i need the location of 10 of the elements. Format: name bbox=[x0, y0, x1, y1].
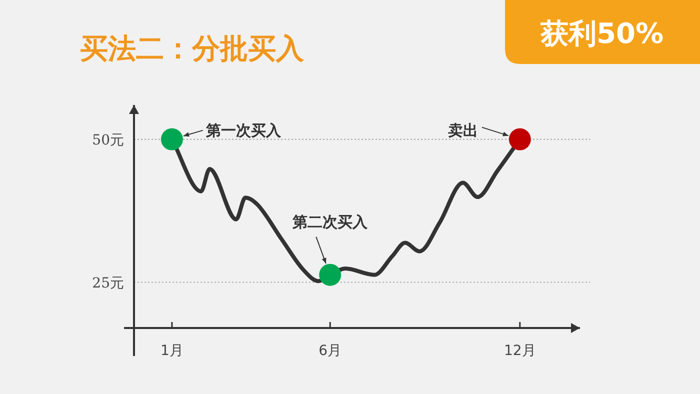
annotation: 第二次买入 bbox=[292, 212, 369, 231]
x-tick-label: 1月 bbox=[160, 343, 184, 359]
chart-title: 买法二：分批买入 bbox=[80, 32, 305, 65]
x-tick-label: 6月 bbox=[318, 343, 342, 359]
text: 获利50% bbox=[539, 17, 664, 50]
y-tick-label: 25元 bbox=[92, 275, 124, 292]
x-tick-label: 12月 bbox=[504, 343, 536, 359]
y-tick-label: 50元 bbox=[92, 132, 124, 148]
annotation: 第一次买入 bbox=[204, 121, 282, 140]
annotation: 卖出 bbox=[448, 121, 478, 140]
